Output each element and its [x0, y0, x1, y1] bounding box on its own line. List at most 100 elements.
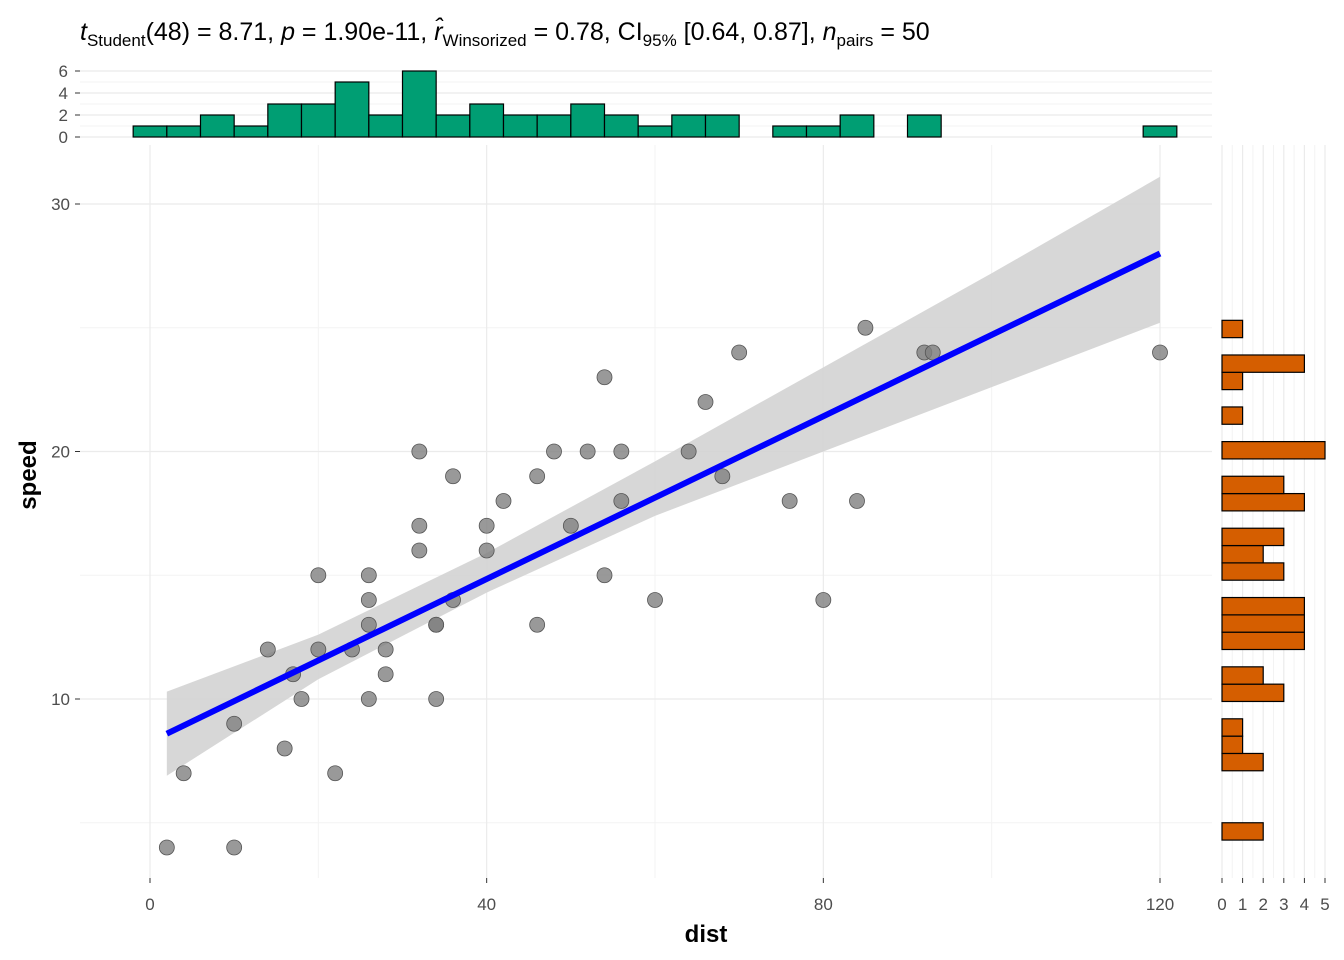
right-hist-bar — [1221, 544, 1264, 564]
data-point — [714, 468, 731, 485]
x-axis-title: dist — [685, 921, 728, 948]
data-point — [478, 517, 495, 534]
top-hist-bar — [368, 114, 404, 138]
main-scatter-panel: 0 40 80 120 10 20 30 — [51, 145, 1212, 914]
top-hist-bar — [839, 114, 875, 138]
y-axis-tick-label: 10 — [51, 690, 70, 709]
right-hist-bar — [1221, 406, 1244, 425]
data-point — [613, 493, 630, 509]
title-p-value: = 1.90e-11, — [295, 18, 434, 46]
data-point — [781, 493, 798, 509]
top-hist-bar — [166, 125, 202, 138]
data-point — [546, 443, 562, 460]
right-hist-bar — [1221, 596, 1306, 616]
top-hist-tick-label: 0 — [59, 128, 68, 147]
top-hist-bar — [570, 103, 606, 138]
y-axis-tick-label: 20 — [51, 443, 70, 462]
right-hist-bar — [1221, 527, 1285, 547]
data-point — [680, 443, 697, 460]
right-hist-bar — [1221, 441, 1326, 460]
right-hist-bar — [1221, 371, 1244, 391]
title-p-symbol: p — [280, 18, 295, 46]
right-hist-tick-label: 4 — [1300, 895, 1309, 914]
top-hist-tick-label: 4 — [59, 84, 68, 103]
data-point — [428, 616, 445, 633]
right-hist-bar — [1221, 354, 1306, 373]
right-hist-bar — [1221, 631, 1306, 651]
right-hist-bar — [1221, 319, 1244, 339]
data-point — [158, 839, 175, 856]
top-hist-bar — [334, 81, 370, 138]
title-n-symbol: n — [823, 18, 837, 46]
top-marginal-histogram: 0 2 4 6 — [59, 62, 1212, 147]
title-ci-subscript: 95% — [643, 31, 677, 50]
top-hist-bar — [300, 103, 336, 138]
data-point — [377, 666, 394, 683]
right-hist-tick-label: 2 — [1258, 895, 1267, 914]
data-point — [226, 715, 243, 732]
top-hist-bar — [132, 125, 168, 138]
top-hist-bar — [233, 125, 269, 138]
data-point — [377, 641, 394, 658]
data-point — [276, 740, 293, 757]
data-point — [596, 369, 613, 386]
data-point — [226, 839, 243, 856]
data-point — [478, 542, 495, 559]
top-hist-bar — [1142, 125, 1178, 138]
right-hist-bar — [1221, 752, 1264, 772]
regression-line — [165, 250, 1162, 737]
title-ci-value: [0.64, 0.87], — [677, 18, 823, 46]
data-point — [175, 765, 192, 782]
data-point — [613, 443, 630, 460]
title-n-value: = 50 — [873, 18, 929, 46]
top-hist-tick-label: 6 — [59, 62, 68, 81]
right-hist-tick-label: 3 — [1279, 895, 1288, 914]
right-hist-bar — [1221, 562, 1285, 581]
data-point — [293, 691, 310, 707]
x-axis-tick-label: 40 — [477, 895, 496, 914]
data-point — [697, 394, 714, 410]
data-point — [562, 517, 579, 534]
title-t-value: (48) = 8.71, — [146, 18, 282, 46]
data-point — [529, 468, 546, 485]
data-point — [411, 542, 428, 559]
y-axis-title: speed — [15, 440, 42, 509]
top-hist-bar — [704, 114, 740, 138]
title-t-subscript: Student — [87, 31, 146, 50]
top-hist-bar — [199, 114, 235, 138]
data-point — [360, 592, 377, 608]
title-n-subscript: pairs — [837, 31, 874, 50]
data-point — [731, 344, 748, 361]
data-point — [857, 319, 874, 336]
x-axis-tick-label: 0 — [145, 895, 154, 914]
right-hist-tick-label: 0 — [1217, 895, 1226, 914]
x-axis-tick-label: 120 — [1146, 895, 1174, 914]
data-point — [310, 641, 327, 658]
top-hist-tick-label: 2 — [59, 106, 68, 125]
data-point — [360, 616, 377, 633]
data-point — [495, 493, 512, 509]
top-hist-bar — [805, 125, 841, 138]
right-hist-bar — [1221, 683, 1285, 703]
data-point — [360, 567, 377, 584]
top-hist-bar — [536, 114, 572, 138]
data-point — [579, 443, 596, 460]
right-hist-tick-label: 1 — [1238, 895, 1247, 914]
data-point — [327, 765, 344, 782]
title-r-subscript: Winsorized — [443, 31, 527, 50]
data-point — [924, 344, 941, 361]
data-point — [849, 493, 865, 509]
confidence-band — [166, 176, 1161, 776]
top-hist-bar — [671, 114, 707, 138]
top-hist-bar — [435, 114, 471, 138]
data-point — [1152, 344, 1168, 361]
right-hist-bar — [1221, 735, 1244, 755]
top-hist-bar — [906, 114, 942, 138]
right-hist-bar — [1221, 614, 1306, 633]
right-hist-bar — [1221, 475, 1285, 495]
data-point — [445, 468, 461, 485]
x-axis-tick-label: 80 — [814, 895, 833, 914]
top-hist-bar — [401, 70, 437, 138]
